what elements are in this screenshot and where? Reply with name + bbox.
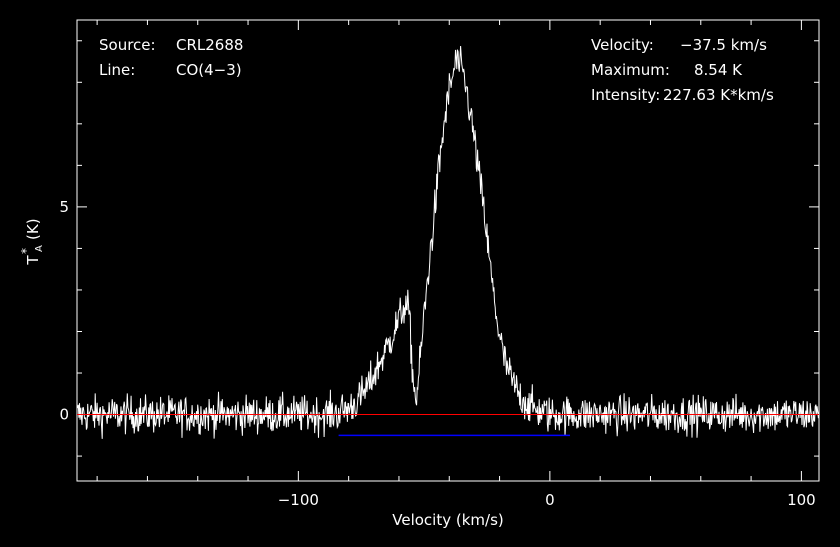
plot-frame: [76, 19, 820, 482]
y-axis-label-unit: (K): [24, 218, 42, 240]
source-label: Source:: [99, 36, 156, 54]
axis-ticks: [77, 20, 819, 481]
velocity-value: −37.5 km/s: [680, 36, 767, 54]
x-axis-label: Velocity (km/s): [392, 511, 503, 529]
y-axis-label-sub: A: [34, 245, 45, 252]
y-axis-label: T A * (K): [19, 218, 45, 265]
spectrum-line: [76, 45, 820, 439]
x-tick-label: −100: [278, 491, 319, 509]
line-value: CO(4−3): [176, 61, 242, 79]
y-axis-label-main: T: [24, 255, 42, 266]
tick-labels: −100 0 100 0 5: [59, 198, 815, 509]
y-tick-label: 5: [59, 198, 69, 216]
intensity-value: 227.63 K*km/s: [663, 86, 774, 104]
intensity-label: Intensity:: [591, 86, 660, 104]
x-tick-label: 100: [787, 491, 816, 509]
x-tick-label: 0: [545, 491, 555, 509]
y-axis-label-sup: *: [19, 248, 33, 254]
maximum-label: Maximum:: [591, 61, 670, 79]
y-tick-label: 0: [59, 406, 69, 424]
velocity-label: Velocity:: [591, 36, 654, 54]
source-value: CRL2688: [176, 36, 243, 54]
line-label: Line:: [99, 61, 135, 79]
maximum-value: 8.54 K: [694, 61, 743, 79]
info-right: Velocity: −37.5 km/s Maximum: 8.54 K Int…: [591, 36, 774, 104]
plot-area: [76, 19, 820, 482]
info-left: Source: CRL2688 Line: CO(4−3): [99, 36, 243, 79]
